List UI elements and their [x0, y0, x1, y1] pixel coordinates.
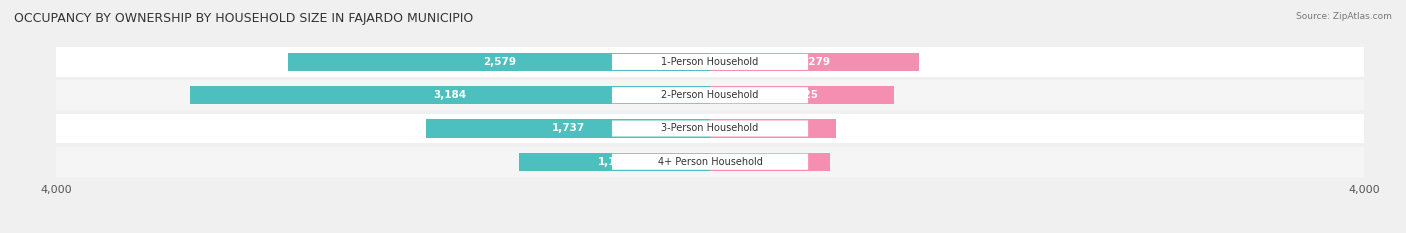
- FancyBboxPatch shape: [612, 154, 808, 170]
- Bar: [426, 119, 710, 138]
- Text: 1,125: 1,125: [786, 90, 818, 100]
- Bar: [190, 86, 710, 104]
- FancyBboxPatch shape: [612, 54, 808, 70]
- Text: 773: 773: [762, 123, 785, 134]
- Text: 3-Person Household: 3-Person Household: [661, 123, 759, 134]
- Text: Source: ZipAtlas.com: Source: ZipAtlas.com: [1296, 12, 1392, 21]
- Text: 2-Person Household: 2-Person Household: [661, 90, 759, 100]
- Text: OCCUPANCY BY OWNERSHIP BY HOUSEHOLD SIZE IN FAJARDO MUNICIPIO: OCCUPANCY BY OWNERSHIP BY HOUSEHOLD SIZE…: [14, 12, 474, 25]
- Bar: [56, 80, 1364, 110]
- FancyBboxPatch shape: [612, 87, 808, 103]
- Bar: [56, 113, 1364, 144]
- Text: 1-Person Household: 1-Person Household: [661, 57, 759, 67]
- Text: 736: 736: [759, 157, 782, 167]
- Text: 2,579: 2,579: [482, 57, 516, 67]
- Text: 3,184: 3,184: [433, 90, 467, 100]
- Text: 1,166: 1,166: [598, 157, 631, 167]
- Text: 4+ Person Household: 4+ Person Household: [658, 157, 762, 167]
- Bar: [710, 86, 894, 104]
- Text: 1,279: 1,279: [799, 57, 831, 67]
- Bar: [56, 147, 1364, 177]
- Bar: [56, 47, 1364, 77]
- Text: 1,737: 1,737: [551, 123, 585, 134]
- Bar: [519, 153, 710, 171]
- Bar: [710, 153, 831, 171]
- Bar: [710, 119, 837, 138]
- FancyBboxPatch shape: [612, 120, 808, 137]
- Bar: [288, 53, 710, 71]
- Bar: [710, 53, 920, 71]
